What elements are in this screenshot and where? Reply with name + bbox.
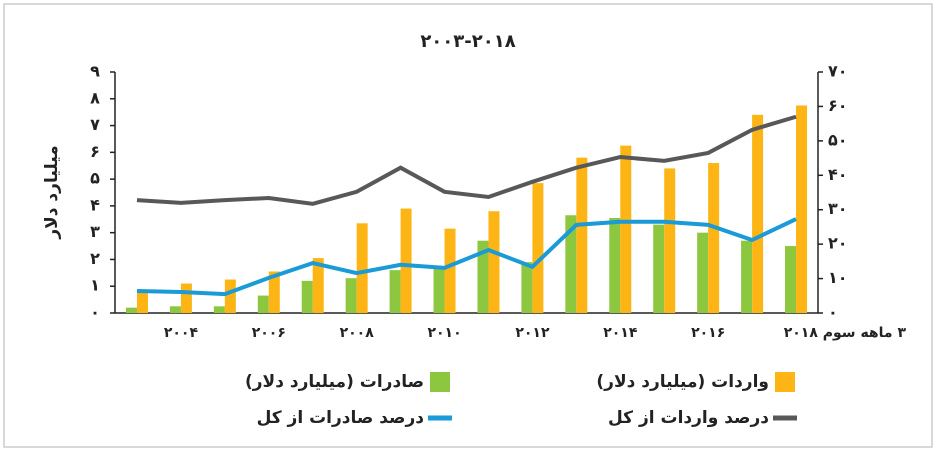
- bar: [532, 183, 544, 313]
- y-tick-label: ۲: [90, 249, 100, 268]
- y2-tick-label: ۳۰: [828, 199, 848, 218]
- legend-label: درصد صادرات از کل: [257, 408, 425, 428]
- bar: [565, 215, 577, 313]
- y2-tick-label: ۵۰: [828, 130, 848, 149]
- bar: [356, 223, 368, 313]
- y2-tick-label: ۲۰: [828, 234, 848, 253]
- bar: [752, 114, 764, 313]
- bar: [400, 208, 412, 313]
- x-tick-label: ۲۰۱۴: [603, 325, 638, 341]
- bar: [796, 105, 808, 313]
- y2-tick-label: ۰: [828, 303, 838, 322]
- bar: [345, 278, 357, 313]
- bar: [433, 267, 445, 313]
- y2-tick-label: ۱۰: [828, 268, 848, 287]
- bar: [268, 271, 280, 313]
- chart-title: ۲۰۰۳-۲۰۱۸: [420, 31, 515, 52]
- x-tick-label: ۲۰۱۲: [515, 325, 550, 341]
- bar: [169, 306, 181, 313]
- legend-label: واردات (میلیارد دلار): [596, 372, 769, 392]
- y-tick-label: ۰: [90, 303, 100, 322]
- y-tick-label: ۱: [90, 276, 100, 295]
- bar: [301, 280, 313, 313]
- bar: [741, 240, 753, 313]
- bar: [609, 217, 621, 313]
- legend-label: درصد واردات از کل: [608, 408, 769, 428]
- bar: [389, 270, 401, 313]
- y-tick-label: ۸: [90, 88, 100, 107]
- legend-swatch: [430, 372, 450, 392]
- legend-label: صادرات (میلیارد دلار): [245, 372, 424, 392]
- legend-swatch: [775, 372, 795, 392]
- bar: [125, 307, 137, 313]
- x-tick-label: ۲۰۱۰: [427, 325, 461, 341]
- bar: [224, 279, 236, 313]
- bar: [664, 168, 676, 313]
- y2-tick-label: ۷۰: [828, 62, 848, 81]
- bar: [708, 163, 720, 313]
- y-tick-label: ۶: [90, 142, 100, 161]
- x-tick-label: ۲۰۰۴: [164, 325, 199, 341]
- y-tick-label: ۴: [90, 195, 100, 214]
- y-tick-label: ۷: [90, 115, 100, 134]
- bar: [180, 283, 192, 313]
- x-tick-label: ۲۰۰۶: [252, 325, 286, 341]
- y-tick-label: ۵: [90, 169, 100, 188]
- bar: [257, 295, 269, 313]
- x-tick-label: ۳ ماهه سوم ۲۰۱۸: [784, 325, 907, 341]
- y2-tick-label: ۴۰: [828, 165, 848, 184]
- y-tick-label: ۳: [90, 222, 100, 241]
- bar: [620, 145, 632, 313]
- bar: [521, 262, 533, 313]
- bar: [213, 306, 225, 313]
- bar: [444, 228, 456, 313]
- bar: [488, 211, 500, 313]
- bar: [653, 224, 665, 313]
- line: [136, 114, 797, 206]
- y2-tick-label: ۶۰: [828, 96, 848, 115]
- y-axis-label: میلیارد دلار: [42, 145, 62, 239]
- bar: [136, 290, 148, 313]
- bar: [785, 246, 797, 313]
- bar: [697, 232, 709, 313]
- bar: [312, 258, 324, 313]
- line: [136, 217, 797, 297]
- bar: [576, 157, 588, 313]
- x-tick-label: ۲۰۱۶: [691, 325, 725, 341]
- x-tick-label: ۲۰۰۸: [340, 325, 375, 341]
- y-tick-label: ۹: [90, 62, 100, 81]
- bar: [477, 240, 489, 313]
